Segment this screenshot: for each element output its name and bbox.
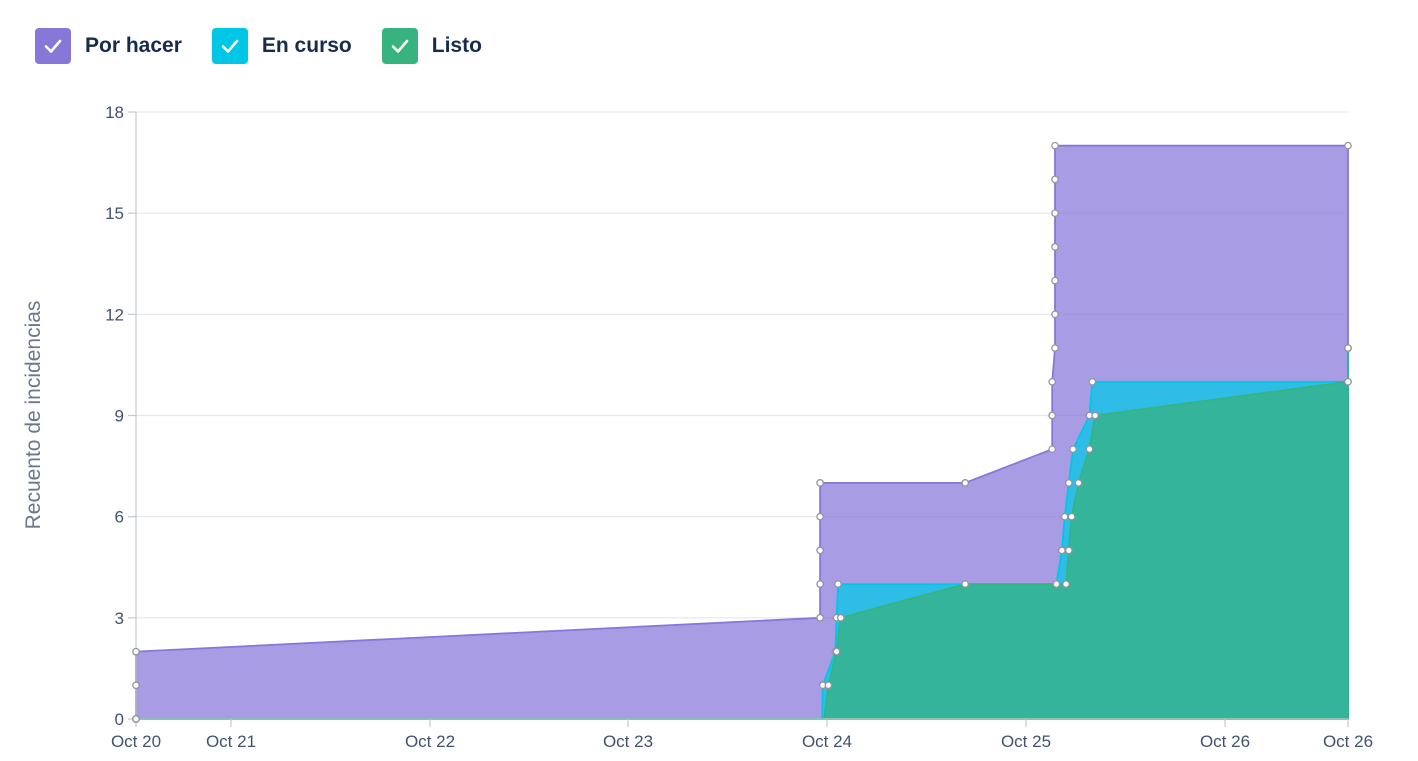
data-point-listo[interactable] — [1344, 344, 1352, 352]
data-point-en-curso[interactable] — [1088, 377, 1097, 386]
check-icon — [391, 39, 409, 53]
x-tick-label: Oct 21 — [206, 732, 256, 751]
data-point-listo[interactable] — [1091, 411, 1099, 420]
x-tick-label: Oct 20 — [111, 732, 161, 751]
data-point-listo[interactable] — [1064, 546, 1073, 555]
data-point-listo[interactable] — [836, 613, 845, 622]
data-point-listo[interactable] — [1062, 580, 1070, 588]
legend-checkbox-por-hacer[interactable] — [35, 28, 71, 64]
chart-points — [132, 141, 1352, 723]
data-point-en-curso[interactable] — [834, 580, 842, 588]
data-point-en-curso[interactable] — [1058, 546, 1066, 555]
data-point-por-hacer[interactable] — [816, 580, 824, 588]
data-point-listo[interactable] — [1067, 512, 1076, 521]
check-icon — [44, 39, 62, 53]
x-tick-label: Oct 26 — [1323, 732, 1373, 751]
y-axis-title: Recuento de incidencias — [22, 301, 45, 530]
x-tick-label: Oct 24 — [802, 732, 852, 751]
data-point-por-hacer[interactable] — [1051, 175, 1059, 184]
legend-item-en-curso[interactable]: En curso — [211, 28, 352, 64]
x-tick-label: Oct 23 — [603, 732, 653, 751]
chart-axes — [128, 111, 1349, 727]
data-point-listo[interactable] — [832, 647, 841, 656]
data-point-por-hacer[interactable] — [1051, 276, 1059, 285]
area-por-hacer[interactable] — [135, 144, 1349, 720]
data-point-por-hacer[interactable] — [1051, 209, 1059, 218]
y-tick-label: 6 — [115, 508, 124, 527]
check-icon — [221, 39, 239, 53]
data-point-por-hacer[interactable] — [1051, 243, 1059, 251]
y-tick-label: 15 — [105, 204, 124, 223]
data-point-por-hacer[interactable] — [961, 479, 970, 487]
data-point-por-hacer[interactable] — [1344, 141, 1352, 150]
x-tick-label: Oct 25 — [1001, 732, 1051, 751]
data-point-listo[interactable] — [132, 715, 140, 723]
data-point-listo[interactable] — [1074, 479, 1083, 487]
data-point-en-curso[interactable] — [1069, 445, 1077, 454]
data-point-por-hacer[interactable] — [1048, 411, 1057, 420]
legend-label-por-hacer: Por hacer — [85, 34, 182, 57]
y-tick-label: 18 — [105, 103, 124, 122]
data-point-por-hacer[interactable] — [1051, 344, 1059, 352]
y-tick-label: 9 — [115, 407, 124, 426]
data-point-por-hacer[interactable] — [132, 681, 140, 690]
chart-legend: Por hacer En curso Listo — [35, 28, 482, 64]
data-point-listo[interactable] — [1085, 445, 1094, 454]
data-point-por-hacer[interactable] — [816, 546, 824, 555]
data-point-listo[interactable] — [961, 580, 970, 588]
data-point-listo[interactable] — [824, 681, 833, 690]
data-point-en-curso[interactable] — [1064, 479, 1073, 487]
y-tick-label: 3 — [115, 609, 124, 628]
data-point-por-hacer[interactable] — [816, 479, 824, 487]
legend-item-listo[interactable]: Listo — [381, 28, 482, 64]
data-point-listo[interactable] — [1344, 377, 1352, 386]
legend-checkbox-listo[interactable] — [381, 28, 418, 64]
legend-label-en-curso: En curso — [261, 34, 352, 57]
legend-item-por-hacer[interactable]: Por hacer — [35, 28, 182, 64]
data-point-por-hacer[interactable] — [1051, 310, 1059, 319]
data-point-por-hacer[interactable] — [816, 613, 824, 622]
data-point-en-curso[interactable] — [1052, 580, 1061, 588]
x-tick-label: Oct 26 — [1200, 732, 1250, 751]
data-point-por-hacer[interactable] — [1048, 377, 1057, 386]
x-tick-label: Oct 22 — [405, 732, 455, 751]
y-tick-label: 12 — [105, 305, 124, 324]
legend-checkbox-en-curso[interactable] — [211, 28, 248, 64]
data-point-por-hacer[interactable] — [816, 512, 824, 521]
data-point-por-hacer[interactable] — [132, 647, 140, 656]
data-point-por-hacer[interactable] — [1048, 445, 1057, 454]
area-listo[interactable] — [135, 347, 1349, 720]
y-tick-label: 0 — [115, 710, 124, 729]
legend-label-listo: Listo — [431, 34, 482, 57]
data-point-en-curso[interactable] — [1060, 512, 1069, 521]
data-point-por-hacer[interactable] — [1051, 141, 1059, 150]
chart-tick-labels: 0 3 6 9 12 15 18 Oct 20 Oct 21 Oct 22 Oct 23 Oct 24… — [105, 103, 1373, 751]
chart-areas — [135, 144, 1349, 720]
